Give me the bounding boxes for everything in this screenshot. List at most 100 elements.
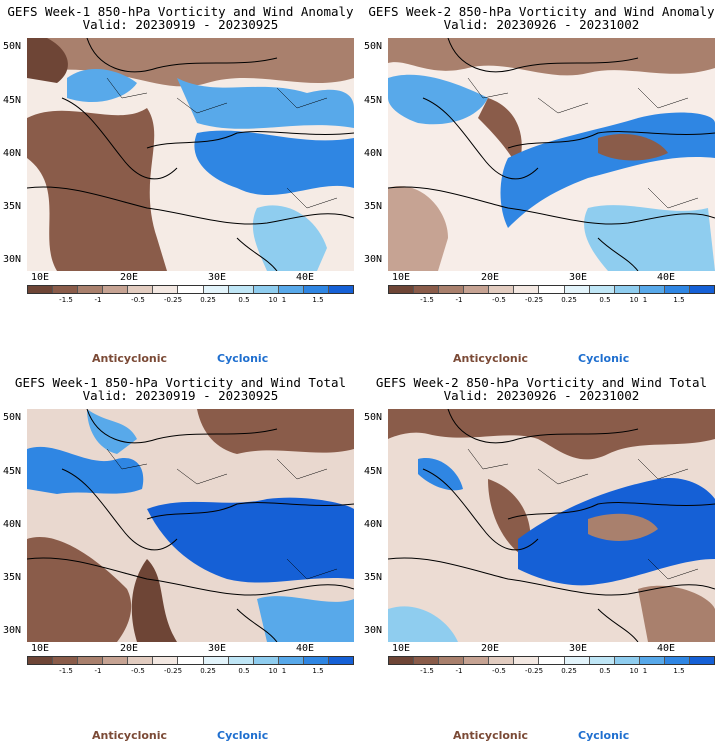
colorbar-tick: 1 [642, 296, 648, 304]
colorbar-unit: 10 [629, 296, 639, 304]
vorticity-map [27, 38, 354, 271]
panel-title: GEFS Week-2 850-hPa Vorticity and Wind A… [368, 4, 715, 19]
lon-label-10e: 10E [31, 272, 50, 283]
colorbar-unit: 10 [268, 667, 278, 675]
lon-label-30e: 30E [208, 272, 227, 283]
lat-label-30n: 30N [3, 625, 22, 636]
lon-label-40e: 40E [657, 272, 676, 283]
lat-label-30n: 30N [364, 254, 383, 265]
lat-label-40n: 40N [364, 148, 383, 159]
lon-label-20e: 20E [481, 643, 500, 654]
lat-label-50n: 50N [364, 41, 383, 52]
colorbar-tick: 0.25 [200, 296, 216, 304]
lat-label-30n: 30N [3, 254, 22, 265]
colorbar-tick: 1 [281, 667, 287, 675]
lat-label-35n: 35N [3, 572, 22, 583]
lat-label-45n: 45N [364, 95, 383, 106]
lon-label-30e: 30E [569, 643, 588, 654]
anticyclonic-label: Anticyclonic [92, 352, 168, 365]
lon-label-40e: 40E [657, 643, 676, 654]
colorbar-tick: 1.5 [673, 667, 685, 675]
cyclonic-label: Cyclonic [578, 729, 630, 742]
colorbar-tick: 0.5 [599, 296, 611, 304]
colorbar-tick: 0.5 [599, 667, 611, 675]
anticyclonic-label: Anticyclonic [92, 729, 168, 742]
colorbar-tick: 0.25 [561, 667, 577, 675]
vorticity-map [388, 38, 715, 271]
panel-valid-dates: Valid: 20230926 - 20231002 [443, 388, 640, 403]
colorbar-tick: 0.25 [561, 296, 577, 304]
colorbar-tick: -0.25 [524, 667, 544, 675]
colorbar-tick: -1.5 [59, 296, 73, 304]
lon-label-30e: 30E [569, 272, 588, 283]
lat-label-50n: 50N [3, 41, 22, 52]
colorbar-tick: -1.5 [420, 296, 434, 304]
panel-valid-dates: Valid: 20230919 - 20230925 [82, 388, 279, 403]
lon-label-30e: 30E [208, 643, 227, 654]
panel-valid-dates: Valid: 20230926 - 20231002 [443, 17, 640, 32]
panel-week2-total: GEFS Week-2 850-hPa Vorticity and Wind T… [361, 371, 722, 742]
panel-valid-dates: Valid: 20230919 - 20230925 [82, 17, 279, 32]
panel-title: GEFS Week-1 850-hPa Vorticity and Wind A… [7, 4, 354, 19]
colorbar-tick: -0.5 [131, 296, 145, 304]
lon-label-10e: 10E [392, 643, 411, 654]
colorbar-unit: 10 [629, 667, 639, 675]
lat-label-35n: 35N [3, 201, 22, 212]
colorbar-tick: 1.5 [312, 296, 324, 304]
panel-week1-total: GEFS Week-1 850-hPa Vorticity and Wind T… [0, 371, 361, 742]
colorbar-tick: 1 [281, 296, 287, 304]
colorbar-tick: 1.5 [312, 667, 324, 675]
colorbar-tick: -1.5 [420, 667, 434, 675]
colorbar [388, 656, 715, 665]
lat-label-40n: 40N [3, 519, 22, 530]
colorbar [27, 285, 354, 294]
lon-label-40e: 40E [296, 643, 315, 654]
cyclonic-label: Cyclonic [578, 352, 630, 365]
lat-label-50n: 50N [3, 412, 22, 423]
panel-title: GEFS Week-2 850-hPa Vorticity and Wind T… [375, 375, 708, 390]
colorbar-tick: 0.25 [200, 667, 216, 675]
colorbar-unit: 10 [268, 296, 278, 304]
colorbar-tick: -1.5 [59, 667, 73, 675]
lon-label-40e: 40E [296, 272, 315, 283]
anticyclonic-label: Anticyclonic [453, 352, 529, 365]
lat-label-40n: 40N [364, 519, 383, 530]
panel-week1-anomaly: GEFS Week-1 850-hPa Vorticity and Wind A… [0, 0, 361, 371]
cyclonic-label: Cyclonic [217, 352, 269, 365]
lon-label-20e: 20E [120, 643, 139, 654]
anticyclonic-label: Anticyclonic [453, 729, 529, 742]
lon-label-10e: 10E [392, 272, 411, 283]
colorbar-tick: -1 [94, 296, 102, 304]
colorbar-tick: -0.5 [131, 667, 145, 675]
colorbar-tick: -0.5 [492, 296, 506, 304]
colorbar-tick: 0.5 [238, 667, 250, 675]
colorbar-tick: 1.5 [673, 296, 685, 304]
vorticity-map [388, 409, 715, 642]
cyclonic-label: Cyclonic [217, 729, 269, 742]
lat-label-40n: 40N [3, 148, 22, 159]
vorticity-map [27, 409, 354, 642]
lon-label-20e: 20E [120, 272, 139, 283]
colorbar [388, 285, 715, 294]
colorbar-tick: -0.25 [163, 296, 183, 304]
lon-label-20e: 20E [481, 272, 500, 283]
lat-label-50n: 50N [364, 412, 383, 423]
lat-label-35n: 35N [364, 572, 383, 583]
colorbar-tick: -1 [94, 667, 102, 675]
lat-label-45n: 45N [364, 466, 383, 477]
colorbar-tick: 0.5 [238, 296, 250, 304]
panel-week2-anomaly: GEFS Week-2 850-hPa Vorticity and Wind A… [361, 0, 722, 371]
lat-label-45n: 45N [3, 466, 22, 477]
lon-label-10e: 10E [31, 643, 50, 654]
lat-label-35n: 35N [364, 201, 383, 212]
colorbar-tick: -0.5 [492, 667, 506, 675]
colorbar-tick: -0.25 [524, 296, 544, 304]
colorbar-tick: 1 [642, 667, 648, 675]
colorbar-tick: -0.25 [163, 667, 183, 675]
lat-label-30n: 30N [364, 625, 383, 636]
colorbar-tick: -1 [455, 296, 463, 304]
colorbar [27, 656, 354, 665]
colorbar-tick: -1 [455, 667, 463, 675]
panel-title: GEFS Week-1 850-hPa Vorticity and Wind T… [14, 375, 347, 390]
lat-label-45n: 45N [3, 95, 22, 106]
